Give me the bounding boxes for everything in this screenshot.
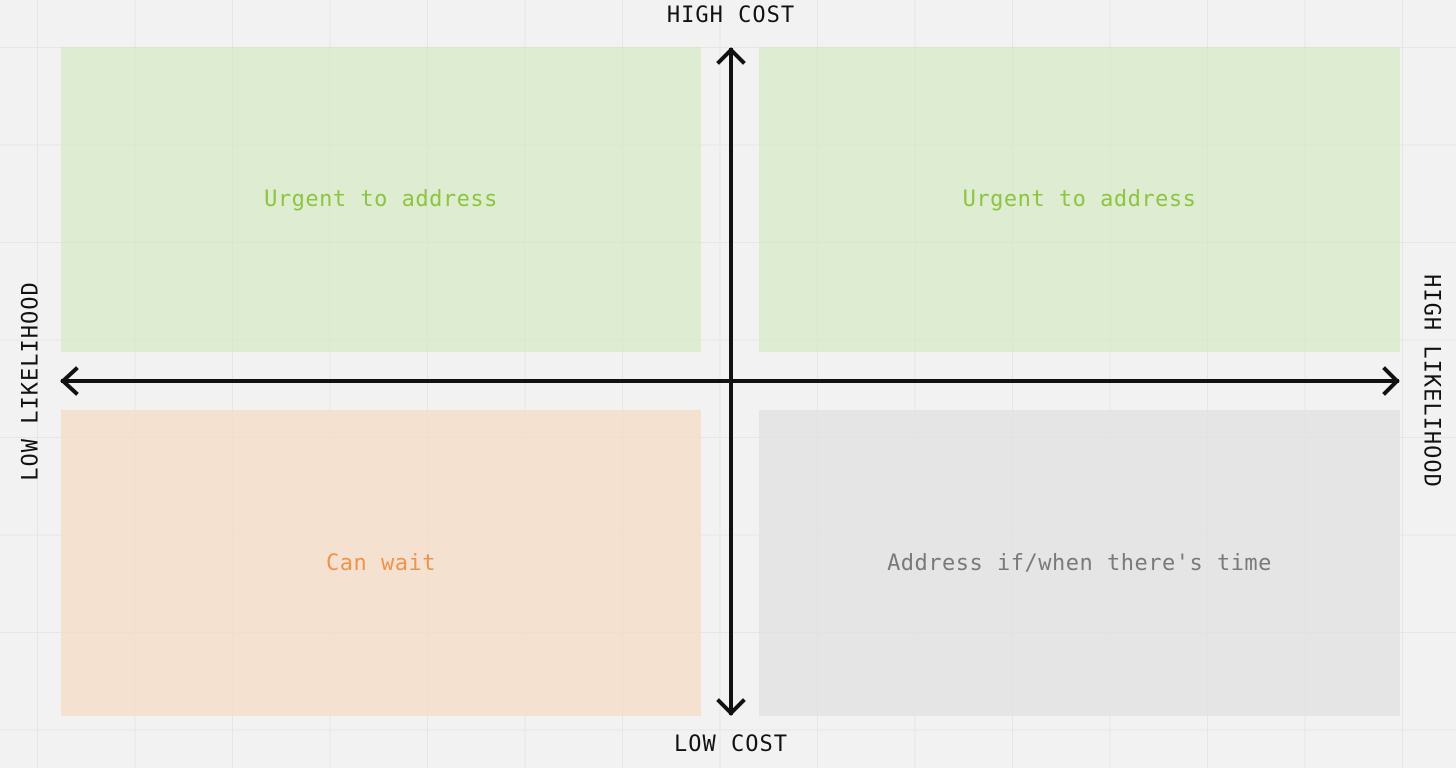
bottom-arrowhead [716, 698, 746, 716]
left-arrowhead [60, 366, 79, 396]
top-arrowhead [716, 47, 746, 65]
axis-label-high-cost: HIGH COST [666, 3, 796, 28]
quadrant-bottom-right: Address if/when there's time [759, 410, 1400, 716]
axis-label-low-likelihood: LOW LIKELIHOOD [18, 281, 44, 481]
axis-label-low-cost: LOW COST [674, 732, 788, 757]
quadrant-top-right: Urgent to address [759, 47, 1400, 352]
quadrant-bottom-right-label: Address if/when there's time [887, 550, 1272, 576]
quadrant-top-right-label: Urgent to address [962, 187, 1197, 212]
quadrant-bottom-left-label: Can wait [326, 550, 436, 576]
quadrant-top-left: Urgent to address [61, 47, 701, 352]
axis-label-high-likelihood: HIGH LIKELIHOOD [1418, 274, 1444, 488]
quadrant-bottom-left: Can wait [61, 410, 701, 716]
right-arrowhead [1382, 366, 1400, 396]
quadrant-top-left-label: Urgent to address [264, 187, 498, 212]
